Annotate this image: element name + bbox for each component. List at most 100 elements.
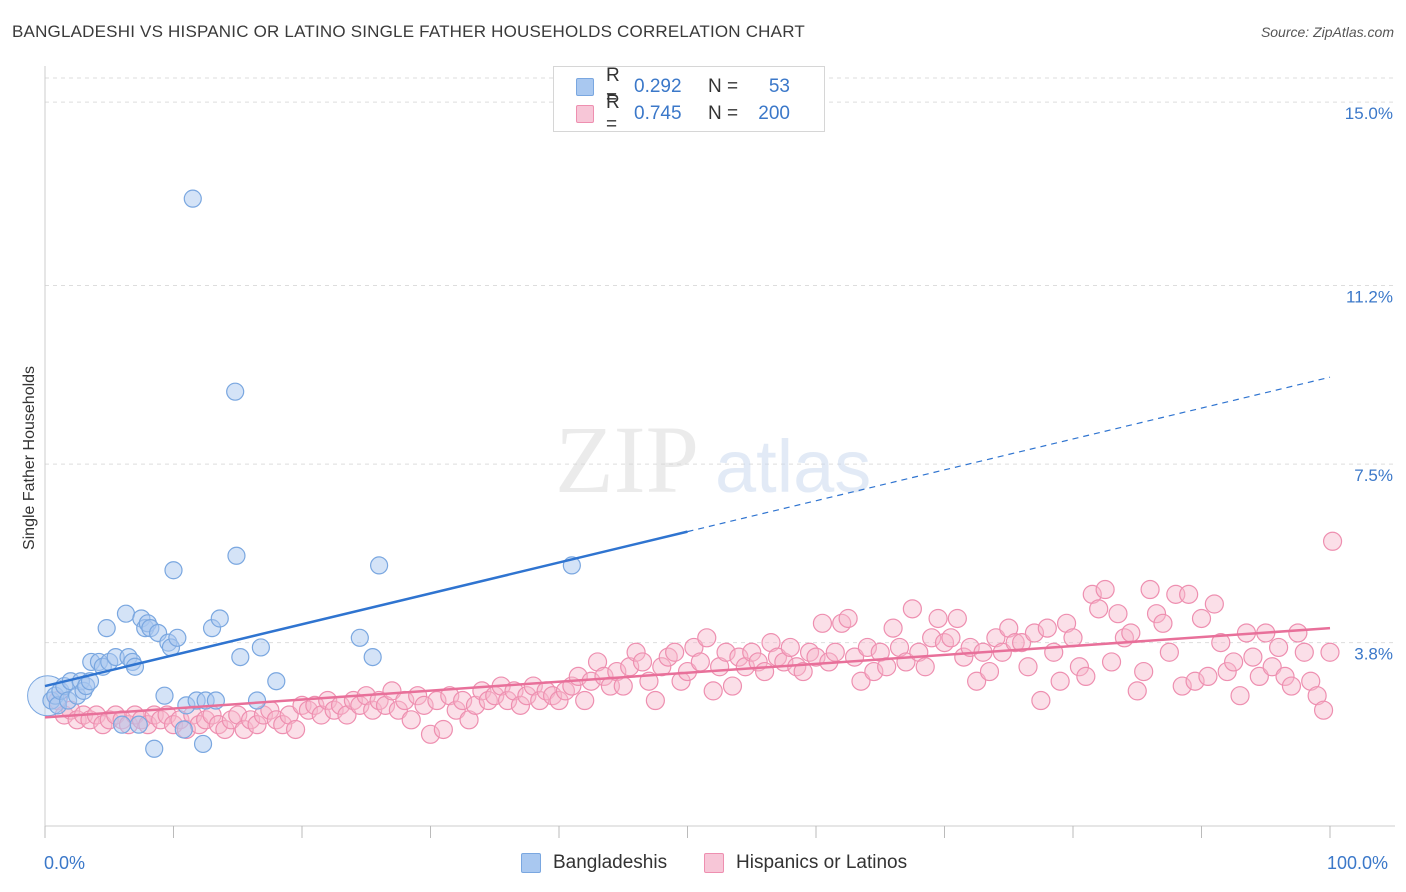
legend-label: Hispanics or Latinos xyxy=(736,852,908,873)
hispanic-point xyxy=(1134,661,1154,682)
hispanic-point xyxy=(1063,628,1083,648)
bangladeshi-point xyxy=(363,647,382,667)
hispanic-point xyxy=(1230,686,1250,706)
hispanic-point xyxy=(915,657,935,677)
bangladeshi-point xyxy=(227,546,246,565)
hispanic-point xyxy=(1076,666,1096,687)
hispanic-point xyxy=(1217,661,1237,682)
hispanic-point xyxy=(1211,633,1231,653)
hispanic-point xyxy=(902,599,922,619)
bangladeshi-point xyxy=(129,715,148,734)
y-tick-labels: 3.8% 7.5% 11.2% 15.0% xyxy=(1345,104,1393,663)
legend-item-hispanics[interactable]: Hispanics or Latinos xyxy=(704,852,907,874)
bangladeshi-point xyxy=(155,686,174,705)
hispanic-point xyxy=(453,690,473,711)
hispanic-point xyxy=(716,642,736,662)
hispanic-point xyxy=(1275,666,1295,687)
hispanic-point xyxy=(549,690,569,711)
hispanic-point xyxy=(632,652,653,672)
hispanic-point xyxy=(703,681,723,701)
bangladeshi-point xyxy=(112,715,132,734)
bangladeshi-point xyxy=(97,619,116,638)
hispanic-point xyxy=(1179,584,1199,604)
hispanic-point xyxy=(157,705,177,725)
hispanic-point xyxy=(1108,604,1128,624)
hispanic-point xyxy=(1268,637,1289,658)
bangladeshi-point xyxy=(231,647,250,667)
hispanic-point xyxy=(1313,700,1334,720)
hispanic-point xyxy=(1127,681,1147,701)
bangladeshi-point xyxy=(193,734,213,754)
watermark: ZIP atlas xyxy=(555,406,871,513)
hispanic-point xyxy=(1146,604,1167,624)
legend-swatch-pink xyxy=(704,853,724,873)
hispanic-point xyxy=(285,719,306,740)
hispanic-point xyxy=(510,695,531,715)
bangladeshi-point xyxy=(168,628,187,647)
n-value: 53 xyxy=(768,76,790,97)
hispanic-point xyxy=(420,724,441,744)
source-label: Source: ZipAtlas.com xyxy=(1260,24,1394,40)
hispanic-point xyxy=(1243,647,1263,667)
bangladeshi-point xyxy=(145,739,164,758)
legend-swatch-pink xyxy=(576,105,594,123)
hispanic-point xyxy=(1005,633,1025,653)
hispanic-point xyxy=(883,618,903,638)
bangladeshi-point xyxy=(350,628,369,647)
legend-series: Bangladeshis Hispanics or Latinos xyxy=(0,852,1406,878)
bangladeshi-trend-line xyxy=(44,530,688,688)
hispanic-point xyxy=(247,715,267,735)
hispanic-point xyxy=(382,681,402,701)
n-label: N = xyxy=(708,76,739,97)
hispanic-point xyxy=(1262,657,1282,677)
hispanic-point xyxy=(427,690,447,711)
hispanic-point xyxy=(645,690,665,711)
hispanic-point xyxy=(690,652,710,672)
hispanic-point xyxy=(1172,676,1192,696)
hispanic-point xyxy=(388,700,408,720)
hispanic-point xyxy=(1089,599,1109,619)
hispanic-point xyxy=(446,700,466,720)
hispanic-point xyxy=(864,661,884,682)
hispanic-point xyxy=(215,719,235,740)
bangladeshi-point xyxy=(183,189,202,208)
hispanic-point xyxy=(665,642,685,662)
r-label: R = xyxy=(606,65,620,108)
hispanic-point xyxy=(1204,594,1224,614)
hispanic-point xyxy=(806,647,826,667)
hispanic-point xyxy=(433,719,453,740)
bangladeshi-trend-extension xyxy=(687,376,1331,533)
y-tick-label: 11.2% xyxy=(1346,288,1393,307)
trend-lines xyxy=(44,376,1331,719)
bangladeshi-point xyxy=(116,604,136,623)
grid-lines xyxy=(45,77,1395,644)
hispanic-point xyxy=(1159,642,1179,662)
hispanic-point xyxy=(1069,657,1090,677)
hispanic-point xyxy=(1153,613,1173,633)
legend-swatch-blue xyxy=(576,78,594,96)
y-tick-label: 15.0% xyxy=(1345,104,1393,123)
bangladeshi-point xyxy=(247,691,267,710)
n-value: 200 xyxy=(758,103,790,124)
hispanic-point xyxy=(498,690,518,711)
hispanic-point xyxy=(363,700,383,720)
hispanic-point xyxy=(979,661,1000,682)
legend-swatch-blue xyxy=(521,853,541,873)
bangladeshi-point xyxy=(267,672,286,691)
hispanic-point xyxy=(1024,623,1045,643)
bangladeshi-point xyxy=(251,638,270,657)
legend-item-bangladeshis[interactable]: Bangladeshis xyxy=(521,852,667,874)
hispanic-point xyxy=(1011,633,1032,653)
r-value: 0.745 xyxy=(634,103,682,124)
hispanic-point xyxy=(812,613,833,633)
hispanic-point xyxy=(1031,690,1051,711)
hispanic-point xyxy=(626,642,646,662)
hispanic-point xyxy=(414,695,434,715)
bangladeshi-point xyxy=(210,609,229,628)
hispanic-point xyxy=(922,628,942,648)
legend-row-bangladeshi: R = 0.292 N = 53 xyxy=(576,65,790,108)
legend-label: Bangladeshis xyxy=(553,852,668,873)
hispanic-point xyxy=(575,690,595,711)
legend-row-hispanic: R = 0.745 N = 200 xyxy=(576,92,790,135)
